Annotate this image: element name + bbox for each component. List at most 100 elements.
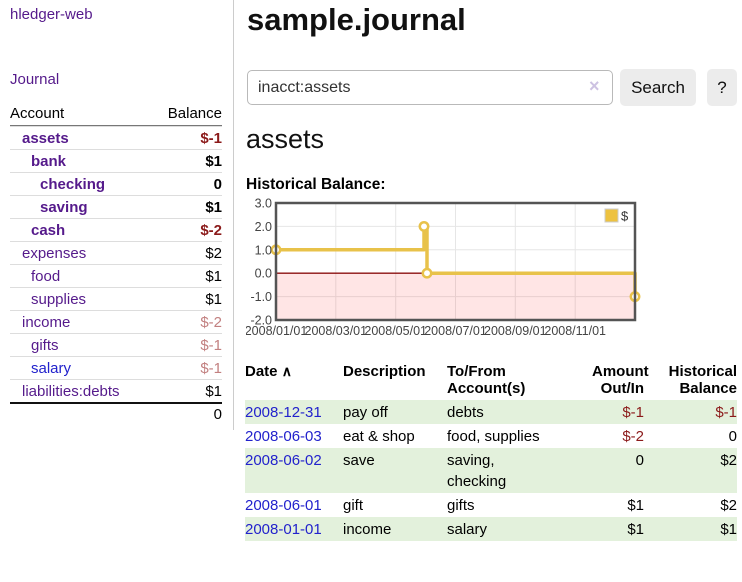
account-balance: $2 bbox=[205, 245, 222, 262]
svg-text:2008/03/01: 2008/03/01 bbox=[305, 324, 368, 338]
app-title-link[interactable]: hledger-web bbox=[10, 6, 93, 23]
account-row-saving: saving $1 bbox=[10, 195, 222, 218]
accounts-header-account: Account bbox=[10, 105, 64, 122]
accounts-header-row: Account Balance bbox=[10, 101, 222, 126]
account-balance: 0 bbox=[214, 176, 222, 193]
transaction-row: 2008-06-03 eat & shop food, supplies $-2… bbox=[245, 424, 737, 448]
account-link-food[interactable]: food bbox=[10, 268, 60, 285]
transaction-accounts: saving, checking bbox=[447, 450, 592, 492]
legend-swatch bbox=[605, 209, 618, 222]
transaction-accounts: debts bbox=[447, 402, 592, 423]
account-row-supplies: supplies $1 bbox=[10, 287, 222, 310]
transaction-amount: $1 bbox=[592, 519, 644, 540]
search-button[interactable]: Search bbox=[620, 69, 696, 106]
account-row-gifts: gifts $-1 bbox=[10, 333, 222, 356]
account-link-checking[interactable]: checking bbox=[10, 176, 105, 193]
register-table: Date ∧ Description To/From Account(s) Am… bbox=[245, 363, 737, 541]
account-link-income[interactable]: income bbox=[10, 314, 70, 331]
transaction-row: 2008-06-01 gift gifts $1 $2 bbox=[245, 493, 737, 517]
account-link-expenses[interactable]: expenses bbox=[10, 245, 86, 262]
account-row-assets: assets $-1 bbox=[10, 126, 222, 149]
account-row-liabilities-debts: liabilities:debts $1 bbox=[10, 379, 222, 402]
register-header-amount: Amount Out/In bbox=[592, 363, 644, 397]
x-axis-tick-labels: 2008/01/01 2008/03/01 2008/05/01 2008/07… bbox=[246, 324, 606, 338]
sidebar-divider bbox=[233, 0, 234, 430]
transaction-accounts: salary bbox=[447, 519, 592, 540]
account-link-bank[interactable]: bank bbox=[10, 153, 66, 170]
register-header-balance: Historical Balance bbox=[644, 363, 737, 397]
account-row-checking: checking 0 bbox=[10, 172, 222, 195]
account-link-saving[interactable]: saving bbox=[10, 199, 88, 216]
transaction-description: pay off bbox=[343, 402, 447, 423]
transaction-balance: $2 bbox=[644, 495, 737, 516]
accounts-total-row: 0 bbox=[10, 402, 222, 425]
transaction-date-link[interactable]: 2008-01-01 bbox=[245, 521, 322, 538]
account-row-bank: bank $1 bbox=[10, 149, 222, 172]
account-balance: $1 bbox=[205, 268, 222, 285]
transaction-description: income bbox=[343, 519, 447, 540]
transaction-description: gift bbox=[343, 495, 447, 516]
svg-text:2008/11/01: 2008/11/01 bbox=[544, 324, 606, 338]
transaction-amount: $-2 bbox=[592, 426, 644, 447]
clear-search-icon[interactable]: × bbox=[589, 77, 600, 95]
transaction-date-link[interactable]: 2008-06-01 bbox=[245, 497, 322, 514]
transaction-row: 2008-01-01 income salary $1 $1 bbox=[245, 517, 737, 541]
account-link-cash[interactable]: cash bbox=[10, 222, 65, 239]
help-button[interactable]: ? bbox=[707, 69, 737, 106]
svg-text:3.0: 3.0 bbox=[255, 198, 272, 211]
account-row-income: income $-2 bbox=[10, 310, 222, 333]
page-title: sample.journal bbox=[247, 2, 466, 38]
account-link-gifts[interactable]: gifts bbox=[10, 337, 59, 354]
account-balance: $-1 bbox=[200, 337, 222, 354]
transaction-balance: 0 bbox=[644, 426, 737, 447]
transaction-accounts: food, supplies bbox=[447, 426, 592, 447]
transaction-amount: $-1 bbox=[592, 402, 644, 423]
svg-text:2.0: 2.0 bbox=[255, 220, 272, 234]
svg-text:2008/05/01: 2008/05/01 bbox=[364, 324, 427, 338]
account-heading: assets bbox=[246, 124, 324, 155]
transaction-description: save bbox=[343, 450, 447, 492]
account-link-salary[interactable]: salary bbox=[10, 360, 71, 377]
svg-text:2008/09/01: 2008/09/01 bbox=[484, 324, 547, 338]
account-link-assets[interactable]: assets bbox=[10, 130, 69, 147]
transaction-row: 2008-12-31 pay off debts $-1 $-1 bbox=[245, 400, 737, 424]
account-link-supplies[interactable]: supplies bbox=[10, 291, 86, 308]
transaction-amount: 0 bbox=[592, 450, 644, 492]
transaction-date-link[interactable]: 2008-12-31 bbox=[245, 404, 322, 421]
account-balance: $1 bbox=[205, 291, 222, 308]
register-header-description: Description bbox=[343, 363, 447, 397]
transaction-balance: $1 bbox=[644, 519, 737, 540]
chart-legend: $ bbox=[605, 209, 629, 224]
transaction-description: eat & shop bbox=[343, 426, 447, 447]
account-row-expenses: expenses $2 bbox=[10, 241, 222, 264]
search-input[interactable] bbox=[247, 70, 613, 105]
account-balance: $-1 bbox=[200, 130, 222, 147]
svg-text:-1.0: -1.0 bbox=[250, 290, 272, 304]
accounts-total-value: 0 bbox=[214, 406, 222, 423]
transaction-balance: $-1 bbox=[644, 402, 737, 423]
accounts-sidebar: Account Balance assets $-1 bank $1 check… bbox=[10, 101, 222, 425]
account-balance: $-1 bbox=[200, 360, 222, 377]
legend-label: $ bbox=[621, 209, 629, 224]
svg-text:2008/01/01: 2008/01/01 bbox=[246, 324, 307, 338]
register-header-date[interactable]: Date ∧ bbox=[245, 363, 343, 397]
account-row-cash: cash $-2 bbox=[10, 218, 222, 241]
register-header-accounts: To/From Account(s) bbox=[447, 363, 592, 397]
transaction-balance: $2 bbox=[644, 450, 737, 492]
account-balance: $-2 bbox=[200, 222, 222, 239]
account-link-liabilities-debts[interactable]: liabilities:debts bbox=[10, 383, 120, 400]
svg-text:1.0: 1.0 bbox=[255, 243, 272, 257]
transaction-amount: $1 bbox=[592, 495, 644, 516]
accounts-header-balance: Balance bbox=[168, 105, 222, 122]
register-header-row: Date ∧ Description To/From Account(s) Am… bbox=[245, 363, 737, 397]
account-balance: $1 bbox=[205, 153, 222, 170]
transaction-date-link[interactable]: 2008-06-02 bbox=[245, 452, 322, 469]
transaction-date-link[interactable]: 2008-06-03 bbox=[245, 428, 322, 445]
transaction-accounts: gifts bbox=[447, 495, 592, 516]
sidebar-item-journal[interactable]: Journal bbox=[10, 71, 59, 88]
svg-text:2008/07/01: 2008/07/01 bbox=[424, 324, 487, 338]
hledger-web-window: hledger-web Journal Account Balance asse… bbox=[0, 0, 742, 582]
historical-balance-chart[interactable]: $ 3.0 2.0 1.0 0.0 -1.0 -2.0 2008/01/01 2… bbox=[246, 198, 646, 348]
negative-region-shading bbox=[277, 273, 634, 319]
account-balance: $1 bbox=[205, 383, 222, 400]
